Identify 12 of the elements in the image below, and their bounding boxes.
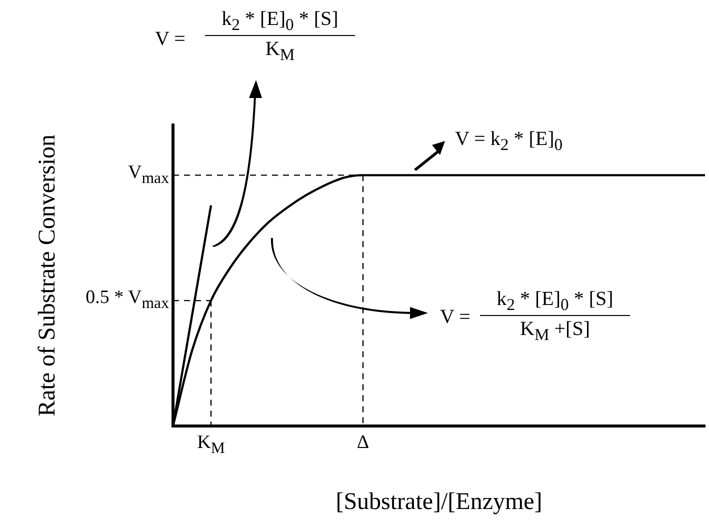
text: k$_{2}$ * [E]$_{0}$ * [S] <box>222 8 338 34</box>
annotation: k$_{2}$ * [E]$_{0}$ * [S] <box>496 288 614 314</box>
y-axis-title: Rate of Substrate Conversion <box>34 134 61 416</box>
annotation: V = <box>440 306 470 328</box>
text: K$_{M}$ <box>265 38 295 64</box>
x-axis-title: [Substrate]/[Enzyme] <box>336 488 542 515</box>
annotation: K$_{M}$ +[S] <box>520 318 590 344</box>
text: V$_{max}$ <box>128 162 169 187</box>
x-tick-label: Δ <box>356 432 370 454</box>
text: V = k$_{2}$ * [E]$_{0}$ <box>455 128 563 154</box>
text: 0.5 * V$_{max}$ <box>86 287 169 312</box>
text: V = <box>155 28 186 50</box>
